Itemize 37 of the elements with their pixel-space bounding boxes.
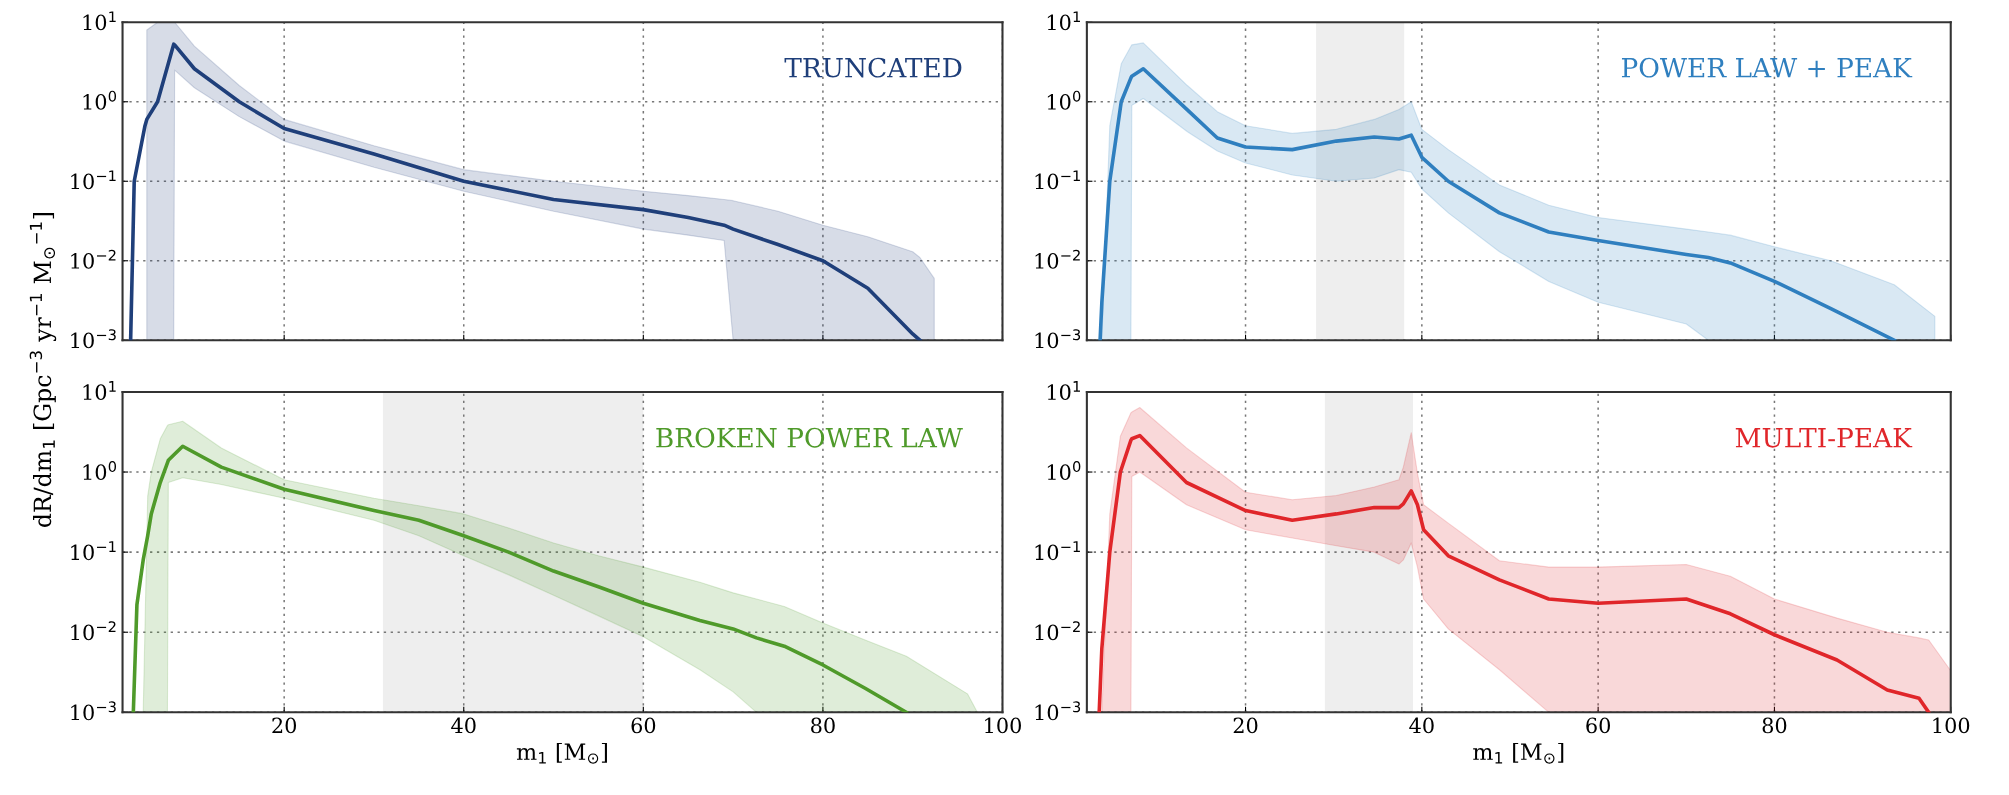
x-tick-label: 100 [1933,717,1970,734]
x-tick-label: 100 [985,717,1021,734]
y-tick-label: 10$^{−3}$ [71,701,116,721]
x-tick-label: 40 [451,717,476,734]
y-tick-label: 10$^{−1}$ [1035,541,1080,561]
y-tick-label: 10$^{−3}$ [71,329,116,349]
y-tick-label: 10$^{0}$ [1047,460,1081,481]
y-tick-label: 10$^{−3}$ [1035,329,1081,349]
x-tick-label: 60 [1586,717,1611,734]
text: MULTI-PEAK [1735,428,1913,448]
y-tick-label: 10$^{1}$ [83,381,116,400]
x-tick-label: 80 [1762,717,1787,734]
x-tick-label: 40 [1409,717,1434,734]
y-tick-label: 10$^{−2}$ [1035,249,1080,269]
y-tick-label: 10$^{1}$ [1047,11,1080,31]
y-tick-label: 10$^{1}$ [83,11,116,31]
y-tick-label: 10$^{0}$ [1047,90,1081,110]
x-axis-title: m$_{1}$ [M$_{⊙}$] [1473,742,1564,764]
y-tick-label: 10$^{−1}$ [1035,170,1080,190]
y-tick-label: 10$^{−2}$ [1035,621,1080,641]
y-tick-label: 10$^{1}$ [1047,381,1080,400]
y-tick-label: 10$^{−3}$ [1035,701,1081,721]
x-axis-title: m$_{1}$ [M$_{⊙}$] [516,742,607,764]
text: dR/dm$_{1}$ [Gpc$^{−3}$ yr$^{−1}$ M$_{⊙}$$^{−1}$] [29,213,57,527]
y-tick-label: 10$^{0}$ [83,460,117,481]
y-tick-label: 10$^{0}$ [83,90,117,110]
x-tick-label: 80 [811,717,835,734]
y-tick-label: 10$^{−2}$ [71,621,116,641]
y-tick-label: 10$^{−1}$ [71,170,116,190]
x-tick-label: 60 [631,717,656,734]
x-tick-label: 20 [272,717,297,734]
text: TRUNCATED [784,57,962,78]
text: BROKEN POWER LAW [656,427,963,448]
y-tick-label: 10$^{−2}$ [71,249,116,269]
y-tick-label: 10$^{−1}$ [71,541,116,561]
text: POWER LAW + PEAK [1621,57,1913,78]
x-tick-label: 20 [1233,717,1258,734]
